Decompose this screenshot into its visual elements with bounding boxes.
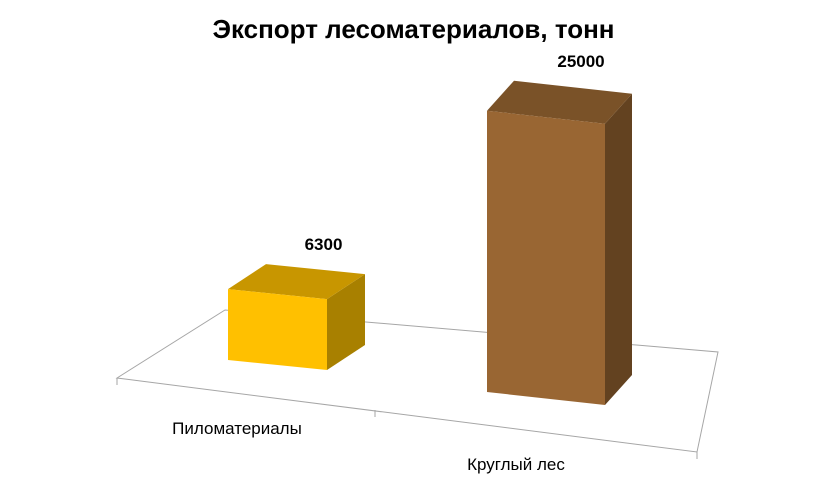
- bar-side-0: [327, 274, 365, 370]
- chart-title: Экспорт лесоматериалов, тонн: [212, 14, 615, 44]
- category-label-1: Круглый лес: [467, 455, 565, 474]
- bar-1: [487, 110, 605, 405]
- bar-0: [228, 289, 327, 370]
- data-label-1: 25000: [557, 52, 604, 71]
- bar-top-0: [228, 264, 365, 300]
- bar-top-1: [487, 80, 632, 124]
- data-label-0: 6300: [305, 235, 343, 254]
- category-label-0: Пиломатериалы: [172, 419, 302, 438]
- bar-side-1: [605, 93, 632, 405]
